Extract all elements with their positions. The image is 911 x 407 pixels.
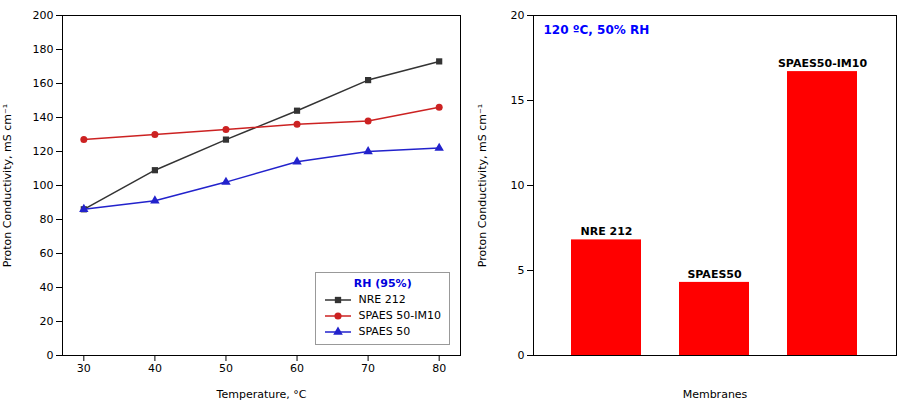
svg-text:80: 80 — [40, 213, 54, 226]
svg-text:140: 140 — [33, 111, 54, 124]
svg-text:0: 0 — [518, 349, 525, 362]
svg-text:100: 100 — [33, 179, 54, 192]
html-text:NRE 212: NRE 212 — [358, 293, 406, 306]
svg-text:180: 180 — [33, 43, 54, 56]
svg-text:160: 160 — [33, 77, 54, 90]
svg-text:120 ºC, 50% RH: 120 ºC, 50% RH — [544, 23, 650, 37]
svg-text:60: 60 — [40, 247, 54, 260]
svg-text:Membranes: Membranes — [683, 388, 748, 401]
svg-text:5: 5 — [518, 264, 525, 277]
svg-text:15: 15 — [511, 94, 525, 107]
svg-text:SPAES50: SPAES50 — [687, 268, 742, 281]
html-text:RH (95%): RH (95%) — [353, 277, 412, 290]
svg-text:Proton Conductivity, mS cm⁻¹: Proton Conductivity, mS cm⁻¹ — [476, 104, 489, 267]
svg-text:50: 50 — [219, 362, 233, 375]
svg-text:SPAES50-IM10: SPAES50-IM10 — [778, 57, 867, 70]
svg-text:70: 70 — [361, 362, 375, 375]
svg-text:60: 60 — [290, 362, 304, 375]
html-text:SPAES 50-IM10: SPAES 50-IM10 — [358, 309, 441, 322]
svg-text:120: 120 — [33, 145, 54, 158]
svg-text:20: 20 — [511, 9, 525, 22]
html-text:SPAES 50: SPAES 50 — [358, 325, 411, 338]
svg-text:10: 10 — [511, 179, 525, 192]
svg-text:30: 30 — [77, 362, 91, 375]
svg-text:20: 20 — [40, 315, 54, 328]
svg-text:40: 40 — [148, 362, 162, 375]
svg-text:80: 80 — [432, 362, 446, 375]
svg-text:40: 40 — [40, 281, 54, 294]
svg-text:Temperature, °C: Temperature, °C — [216, 388, 307, 401]
svg-text:Proton Conductivity, mS cm⁻¹: Proton Conductivity, mS cm⁻¹ — [1, 104, 14, 267]
svg-text:0: 0 — [47, 349, 54, 362]
svg-text:NRE 212: NRE 212 — [581, 225, 633, 238]
svg-text:200: 200 — [33, 9, 54, 22]
